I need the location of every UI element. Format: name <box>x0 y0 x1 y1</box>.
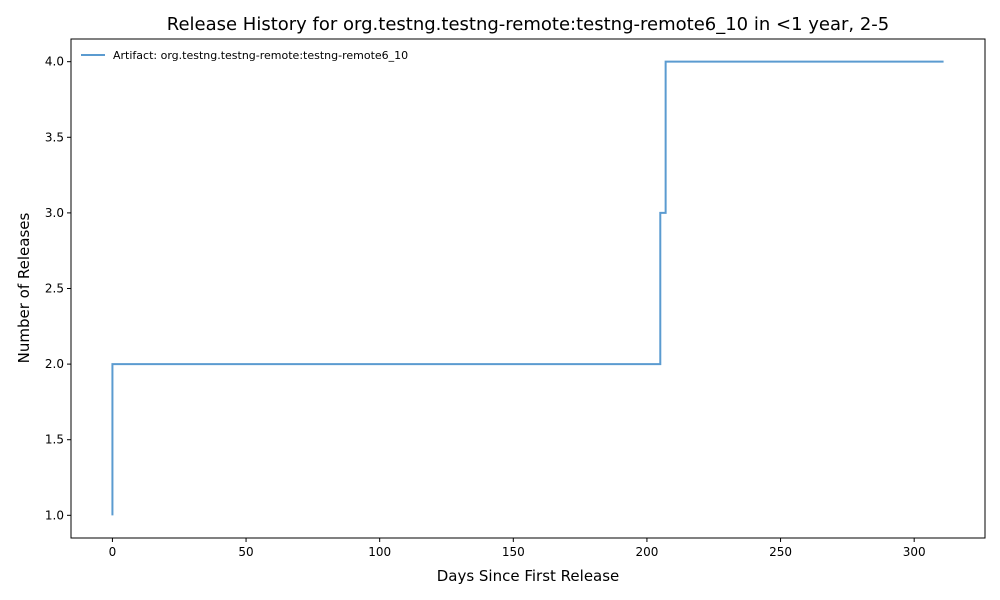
x-axis-label: Days Since First Release <box>437 567 620 585</box>
plot-frame <box>71 39 985 538</box>
chart-title: Release History for org.testng.testng-re… <box>167 14 890 35</box>
y-tick-label: 4.0 <box>45 55 64 69</box>
x-tick-label: 250 <box>769 545 792 559</box>
y-tick-label: 3.0 <box>45 206 64 220</box>
x-tick-label: 150 <box>502 545 525 559</box>
y-tick-label: 2.0 <box>45 357 64 371</box>
x-tick-label: 200 <box>635 545 658 559</box>
y-tick-label: 3.5 <box>45 130 64 144</box>
x-tick-label: 0 <box>109 545 117 559</box>
y-tick-label: 2.5 <box>45 282 64 296</box>
plot-area <box>112 62 943 516</box>
y-tick-label: 1.0 <box>45 508 64 522</box>
x-tick-label: 50 <box>238 545 253 559</box>
legend-label: Artifact: org.testng.testng-remote:testn… <box>113 49 408 62</box>
x-axis: 0 50 100 150 200 250 300 <box>109 538 926 559</box>
x-tick-label: 300 <box>903 545 926 559</box>
x-tick-label: 100 <box>368 545 391 559</box>
y-axis-label: Number of Releases <box>15 212 33 363</box>
y-axis: 1.0 1.5 2.0 2.5 3.0 3.5 4.0 <box>45 55 71 523</box>
y-tick-label: 1.5 <box>45 433 64 447</box>
legend: Artifact: org.testng.testng-remote:testn… <box>81 49 408 62</box>
series-line <box>112 62 943 516</box>
